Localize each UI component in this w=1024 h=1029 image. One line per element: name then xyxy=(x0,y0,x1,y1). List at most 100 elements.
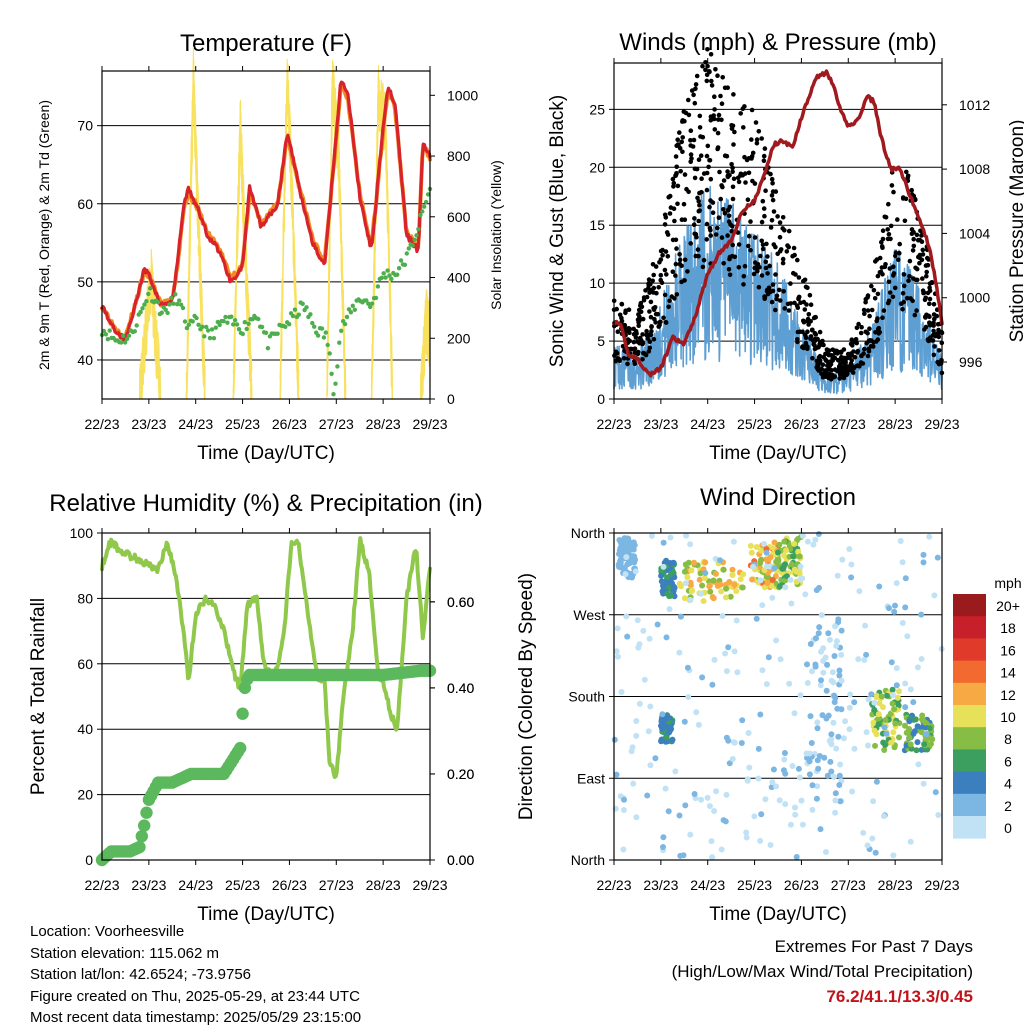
direction-point xyxy=(806,771,813,778)
gust-point xyxy=(727,256,732,262)
direction-point xyxy=(868,691,875,698)
direction-point xyxy=(787,821,794,828)
gust-point xyxy=(673,273,678,278)
direction-point xyxy=(722,818,729,825)
direction-point xyxy=(644,792,651,799)
gust-point xyxy=(869,283,874,289)
gust-point xyxy=(855,363,860,368)
gust-point xyxy=(848,367,854,373)
gust-point xyxy=(740,106,746,111)
gust-point xyxy=(863,299,868,305)
legend-label: 18 xyxy=(1000,620,1016,636)
gust-point xyxy=(862,311,867,317)
dewpoint-point xyxy=(402,262,408,267)
direction-point xyxy=(618,689,625,695)
direction-point xyxy=(906,718,913,725)
direction-point xyxy=(755,775,762,782)
gust-point xyxy=(731,142,736,147)
gust-point xyxy=(641,295,647,300)
gust-point xyxy=(677,252,682,257)
gust-point xyxy=(805,285,810,291)
dewpoint-point xyxy=(296,312,301,317)
dewpoint-point xyxy=(315,333,321,338)
dewpoint-point xyxy=(292,307,298,312)
dewpoint-point xyxy=(375,284,381,289)
direction-point xyxy=(889,700,896,707)
gust-point xyxy=(830,374,835,379)
direction-point xyxy=(620,807,627,813)
direction-point xyxy=(894,694,901,701)
gust-point xyxy=(700,134,706,140)
dewpoint-point xyxy=(107,328,112,333)
direction-point xyxy=(865,696,872,703)
gust-point xyxy=(749,137,754,142)
direction-point xyxy=(663,715,670,722)
direction-point xyxy=(914,739,921,746)
dewpoint-point xyxy=(275,331,280,336)
gust-point xyxy=(931,323,936,328)
gust-point xyxy=(887,290,893,295)
gust-point xyxy=(875,326,881,332)
t2m-line xyxy=(100,80,432,343)
gust-point xyxy=(920,276,925,281)
gust-point xyxy=(730,165,735,171)
gust-point xyxy=(770,282,776,287)
gust-point xyxy=(805,346,810,352)
direction-point xyxy=(698,796,705,803)
direction-point xyxy=(861,657,868,663)
gust-point xyxy=(697,202,702,208)
gust-point xyxy=(769,299,775,305)
direction-point xyxy=(622,571,629,578)
direction-point xyxy=(616,537,623,543)
gust-point xyxy=(705,47,710,52)
direction-point xyxy=(722,594,729,601)
gust-point xyxy=(708,233,713,238)
dewpoint-point xyxy=(186,322,191,327)
direction-point xyxy=(762,796,769,803)
gust-point xyxy=(636,323,641,329)
direction-point xyxy=(660,539,667,546)
direction-point xyxy=(818,677,824,684)
direction-point xyxy=(907,838,914,845)
y2-tick-label: 0.60 xyxy=(447,594,474,610)
y2-tick-label: 0 xyxy=(447,391,455,407)
x-tick-label: 29/23 xyxy=(412,877,447,893)
gust-point xyxy=(895,217,900,222)
gust-point xyxy=(897,241,902,247)
gust-point xyxy=(931,352,937,358)
direction-point xyxy=(723,668,730,675)
dewpoint-point xyxy=(205,328,211,333)
direction-point xyxy=(753,544,760,550)
direction-point xyxy=(767,554,774,561)
gust-point xyxy=(640,357,645,362)
dewpoint-point xyxy=(229,314,234,319)
gust-point xyxy=(865,330,870,336)
gust-point xyxy=(891,273,896,278)
solar-insolation-line xyxy=(370,79,380,400)
direction-point xyxy=(723,585,729,592)
y2-tick-label: 0.60 xyxy=(447,594,474,610)
gust-point xyxy=(900,306,905,312)
gust-point xyxy=(861,307,867,313)
direction-point xyxy=(788,600,795,607)
direction-point xyxy=(832,797,839,804)
direction-point xyxy=(875,711,882,718)
direction-point xyxy=(799,532,806,539)
dewpoint-point xyxy=(171,301,176,306)
dewpoint-point xyxy=(148,286,153,291)
gust-point xyxy=(704,237,709,242)
gust-point xyxy=(786,308,792,313)
gust-point xyxy=(841,347,847,352)
direction-point xyxy=(748,549,755,556)
direction-point xyxy=(765,654,772,661)
direction-point xyxy=(630,541,637,548)
gust-point xyxy=(671,206,677,211)
direction-point xyxy=(782,584,789,591)
gust-point xyxy=(679,139,684,145)
dewpoint-point xyxy=(159,310,164,315)
direction-point xyxy=(730,538,737,545)
dewpoint-point xyxy=(138,309,143,315)
chart-title: Wind Direction xyxy=(700,484,856,511)
gust-point xyxy=(719,183,724,188)
